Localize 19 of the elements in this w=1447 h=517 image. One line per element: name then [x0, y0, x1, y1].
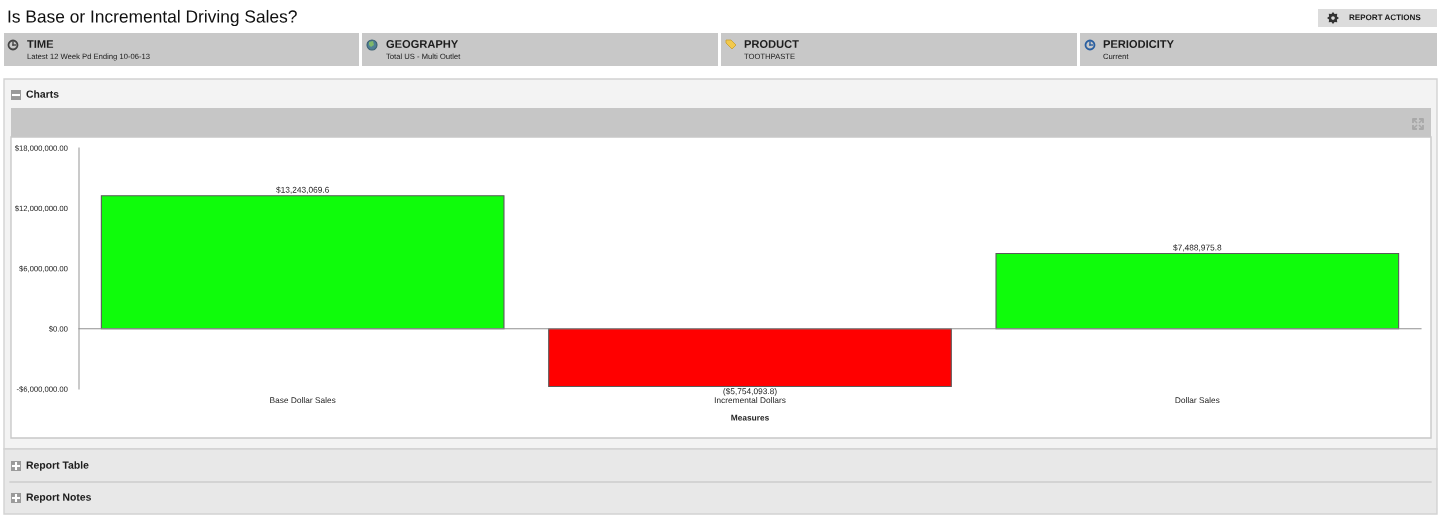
x-tick-label: Incremental Dollars — [714, 397, 786, 404]
bar — [995, 252, 1400, 330]
data-label: $7,488,975.8 — [1173, 244, 1222, 252]
text: GEOGRAPHY — [386, 40, 459, 48]
bar — [548, 328, 952, 388]
text: Charts — [26, 90, 59, 98]
text: REPORT ACTIONS — [1349, 14, 1421, 21]
chart-title: Is Base or Incremental Driving Sales? — [8, 9, 297, 27]
text: TIME — [27, 40, 54, 48]
x-tick-label: Base Dollar Sales — [270, 397, 336, 404]
data-label: ($5,754,093.8) — [723, 387, 777, 396]
text: PRODUCT — [744, 40, 799, 48]
text: Report Table — [26, 461, 89, 471]
bar — [100, 195, 505, 330]
data-label: $13,243,069.6 — [276, 186, 329, 194]
text: Report Notes — [26, 493, 91, 503]
text: PERIODICITY — [1103, 40, 1174, 48]
x-axis-title: Measures — [731, 414, 769, 421]
x-tick-label: Dollar Sales — [1175, 397, 1220, 404]
